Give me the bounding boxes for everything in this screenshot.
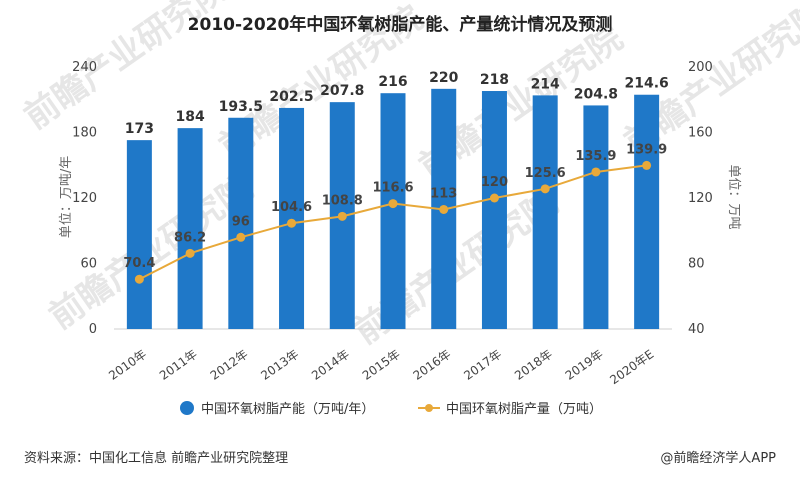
capacity-bar-label: 184: [175, 109, 204, 125]
capacity-bar-label: 216: [378, 74, 407, 90]
left-axis-tick: 0: [89, 322, 97, 337]
capacity-bar-label: 204.8: [574, 86, 618, 102]
chart-title: 2010-2020年中国环氧树脂产能、产量统计情况及预测: [188, 14, 613, 35]
production-line-point: [489, 193, 499, 203]
x-axis-category: 2015年: [360, 347, 403, 383]
left-axis-label: 单位：万吨/年: [59, 156, 74, 238]
capacity-bar-label: 214: [531, 76, 560, 92]
right-axis-ticks: 40 80 120 160 200: [688, 60, 713, 337]
capacity-bar: [532, 95, 558, 329]
right-axis-tick: 40: [688, 322, 705, 337]
capacity-bar: [583, 105, 609, 329]
capacity-bar-label: 193.5: [219, 99, 263, 115]
legend-bar-label: 中国环氧树脂产能（万吨/年）: [201, 402, 374, 417]
left-axis-tick: 240: [72, 60, 97, 75]
x-axis-category: 2019年: [563, 347, 606, 383]
capacity-bar-label: 207.8: [320, 83, 364, 99]
right-axis-tick: 160: [688, 126, 713, 141]
capacity-bar: [126, 140, 152, 329]
credit-note: @前瞻经济学人APP: [660, 450, 776, 466]
x-axis-category: 2011年: [157, 347, 200, 383]
left-axis-tick: 180: [72, 126, 97, 141]
production-line-label: 70.4: [123, 256, 155, 271]
legend-line-marker-icon: [425, 404, 433, 412]
production-line-label: 96: [232, 214, 250, 229]
production-line-point: [540, 184, 550, 194]
production-line-point: [337, 211, 347, 221]
x-axis-categories: 2010年 2011年 2012年 2013年 2014年 2015年 2016年 2017年…: [106, 347, 656, 387]
capacity-bar: [634, 94, 660, 329]
x-axis-category: 2020年E: [607, 347, 656, 387]
capacity-bar: [481, 91, 507, 330]
production-line-point: [185, 248, 195, 258]
right-axis-label: 单位：万吨: [726, 164, 741, 229]
left-axis-ticks: 0 60 120 180 240: [72, 60, 97, 337]
production-line-label: 139.9: [626, 142, 667, 157]
production-line-point: [388, 199, 398, 209]
capacity-bar-label: 214.6: [624, 76, 668, 92]
production-line-label: 125.6: [525, 166, 566, 181]
right-axis-tick: 120: [688, 191, 713, 206]
x-axis-category: 2017年: [461, 347, 504, 383]
production-line-point: [134, 274, 144, 284]
left-axis-tick: 60: [80, 257, 97, 272]
production-line-point: [236, 232, 246, 242]
x-axis-category: 2013年: [258, 347, 301, 383]
legend: 中国环氧树脂产能（万吨/年） 中国环氧树脂产量（万吨）: [180, 401, 602, 417]
legend-line-label: 中国环氧树脂产量（万吨）: [446, 402, 602, 417]
x-axis-category: 2016年: [411, 347, 454, 383]
production-line: [134, 160, 652, 284]
left-axis-tick: 120: [72, 191, 97, 206]
production-line-label: 113: [430, 186, 457, 201]
production-line-labels: 70.4 86.2 96 104.6 108.8 116.6 113 120 125.6 135.…: [123, 142, 667, 271]
capacity-bars: [126, 88, 660, 330]
production-line-point: [287, 218, 297, 228]
legend-bar-swatch-icon: [180, 401, 194, 415]
capacity-bar: [177, 128, 203, 329]
right-axis-tick: 80: [688, 257, 705, 272]
source-note: 资料来源：中国化工信息 前瞻产业研究院整理: [24, 450, 288, 466]
production-line-label: 104.6: [271, 200, 312, 215]
production-line-label: 86.2: [174, 230, 206, 245]
production-line-point: [642, 160, 652, 170]
x-axis-category: 2010年: [106, 347, 149, 383]
x-axis-category: 2012年: [208, 347, 251, 383]
capacity-bar: [380, 93, 406, 329]
capacity-bar: [279, 107, 305, 329]
production-line-point: [439, 204, 449, 214]
production-line-label: 116.6: [372, 181, 413, 196]
x-axis-category: 2018年: [512, 347, 555, 383]
capacity-bar-label: 218: [480, 72, 509, 88]
production-line-point: [591, 167, 601, 177]
capacity-bar-label: 220: [429, 70, 458, 86]
production-line-label: 120: [481, 175, 508, 190]
x-axis-category: 2014年: [309, 347, 352, 383]
capacity-bar-label: 173: [125, 121, 154, 137]
capacity-bar-label: 202.5: [269, 89, 313, 105]
production-line-label: 108.8: [322, 193, 363, 208]
capacity-bar: [228, 117, 254, 329]
capacity-bar-labels: 173 184 193.5 202.5 207.8 216 220 218 214 204.8 21…: [125, 70, 669, 137]
right-axis-tick: 200: [688, 60, 713, 75]
production-line-label: 135.9: [575, 149, 616, 164]
